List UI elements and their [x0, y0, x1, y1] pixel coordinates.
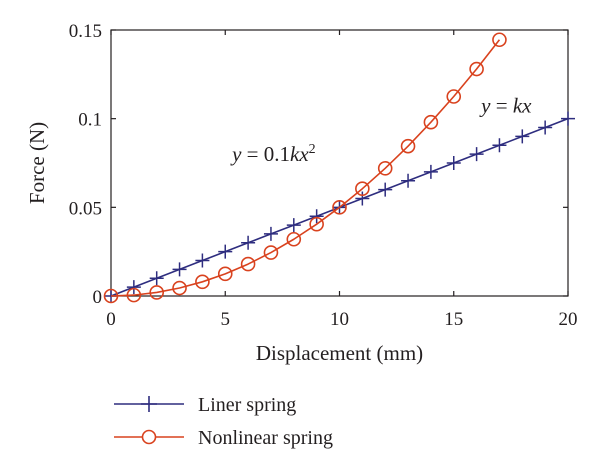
legend-marker-circle	[141, 429, 157, 445]
data-point-plus	[309, 209, 324, 224]
data-point-plus	[126, 280, 141, 295]
data-point-circle	[446, 89, 462, 104]
data-point-plus	[469, 147, 484, 162]
data-point-plus	[561, 111, 575, 126]
data-point-circle	[263, 245, 279, 260]
annotation-part: = 0.1	[241, 142, 290, 166]
data-point-plus	[538, 120, 553, 135]
data-point-circle	[309, 216, 324, 232]
x-tick-label: 0	[106, 309, 116, 330]
data-point-plus	[355, 191, 370, 206]
data-point-circle	[423, 114, 439, 130]
x-tick-label: 20	[559, 309, 578, 330]
legend-item-nonlinear: Nonlinear spring	[114, 427, 333, 449]
legend-label-nonlinear: Nonlinear spring	[198, 427, 333, 449]
y-tick-label: 0.05	[69, 198, 102, 219]
data-point-circle	[126, 287, 142, 303]
data-point-plus	[378, 182, 393, 197]
data-point-plus	[492, 138, 507, 153]
data-point-plus	[241, 235, 256, 250]
data-point-circle	[286, 231, 302, 247]
y-tick-label: 0.15	[69, 21, 102, 42]
annotation-layer: y = kxy = 0.1kx2	[230, 93, 532, 166]
annotation-linear-eq: y = kx	[479, 93, 532, 117]
legend-label-liner: Liner spring	[198, 394, 296, 416]
data-point-plus	[423, 164, 438, 179]
legend-item-liner: Liner spring	[114, 394, 296, 416]
data-point-circle	[240, 256, 256, 272]
annotation-superscript: 2	[309, 142, 316, 157]
data-point-circle	[195, 274, 210, 290]
series-layer	[103, 32, 575, 304]
data-point-plus	[263, 226, 278, 241]
data-point-circle	[377, 161, 393, 176]
data-point-circle	[103, 288, 119, 304]
series-nonlinear	[103, 32, 507, 304]
y-axis-label: Force (N)	[25, 122, 49, 204]
data-point-circle	[332, 200, 347, 215]
data-point-circle	[217, 266, 233, 282]
data-point-circle	[400, 138, 416, 154]
data-point-plus	[172, 262, 187, 277]
data-point-circle	[355, 181, 370, 197]
annotation-part: y	[479, 93, 491, 117]
annotation-part: y	[230, 142, 242, 166]
data-point-plus	[195, 253, 210, 268]
legend: Liner spring Nonlinear spring	[114, 394, 333, 449]
y-tick-label: 0.1	[78, 110, 102, 131]
data-point-plus	[286, 218, 301, 233]
x-axis-label: Displacement (mm)	[256, 341, 423, 365]
data-point-circle	[469, 61, 484, 77]
data-point-plus	[515, 129, 530, 144]
annotation-part: kx	[513, 93, 532, 117]
x-tick-label: 5	[221, 309, 231, 330]
data-point-circle	[149, 285, 164, 300]
data-point-circle	[172, 280, 187, 296]
data-point-plus	[446, 156, 461, 170]
data-point-plus	[218, 244, 233, 259]
annotation-nonlinear-eq: y = 0.1kx2	[230, 142, 316, 166]
data-point-plus	[401, 173, 416, 188]
x-tick-label: 15	[444, 309, 463, 330]
legend-marker-plus	[141, 396, 157, 412]
x-tick-label: 10	[330, 309, 349, 330]
annotation-part: kx	[290, 142, 309, 166]
data-point-plus	[149, 271, 164, 286]
plot-area	[110, 29, 569, 297]
annotation-part: =	[490, 93, 512, 117]
data-point-circle	[492, 32, 507, 48]
y-tick-label: 0	[93, 287, 103, 308]
